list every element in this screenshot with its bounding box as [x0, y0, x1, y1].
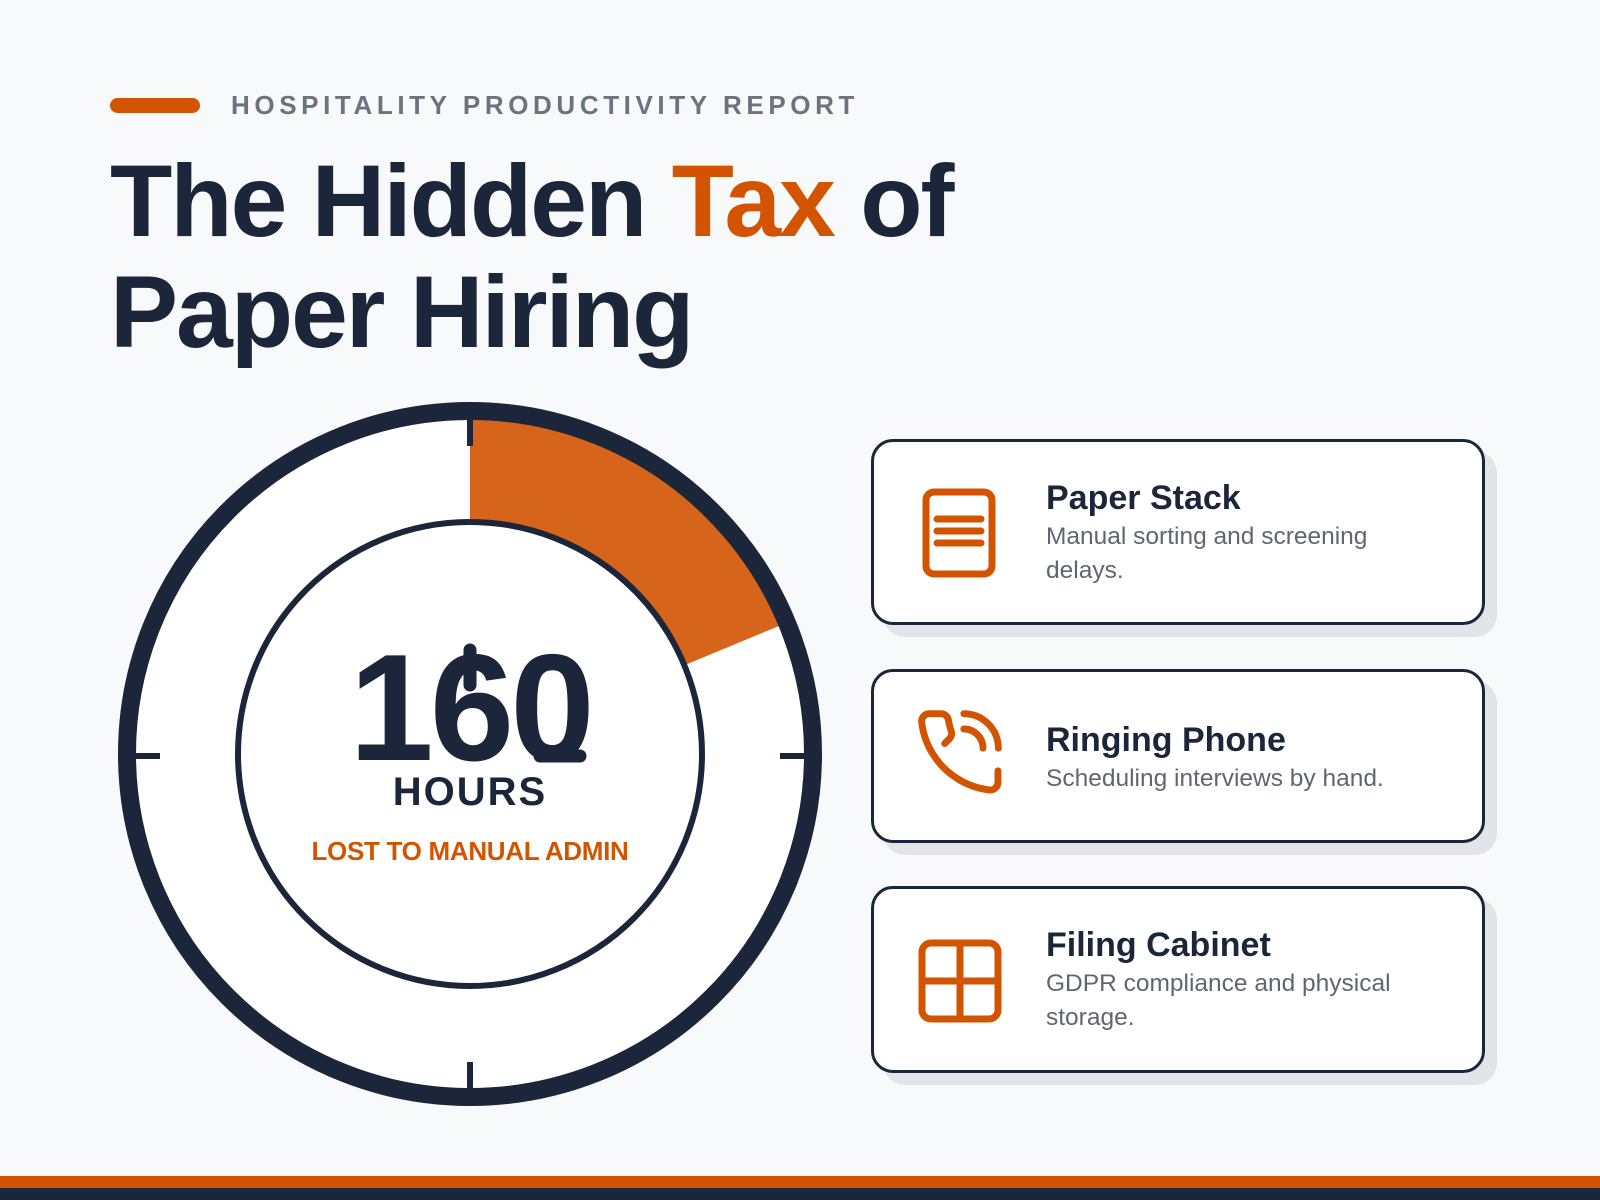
card-title: Ringing Phone	[1046, 721, 1286, 759]
card-description-line-2: storage.	[1046, 1004, 1135, 1031]
footer-accent-stripe	[0, 1176, 1600, 1188]
title-line-2: Paper Hiring	[110, 255, 694, 369]
hours-unit: HOURS	[392, 770, 548, 814]
title-part-1: The Hidden	[110, 144, 672, 258]
hours-value: 160	[349, 623, 595, 793]
card-description: Manual sorting and screening delays.	[1046, 520, 1452, 588]
card-description: GDPR compliance and physical storage.	[1046, 967, 1452, 1035]
report-eyebrow: HOSPITALITY PRODUCTIVITY REPORT	[231, 90, 859, 120]
title-part-2: of	[833, 144, 954, 258]
card-description: Scheduling interviews by hand.	[1046, 762, 1452, 796]
card-description-line-1: Manual sorting and screening	[1046, 523, 1368, 550]
page-title: The Hidden Tax of Paper Hiring	[110, 144, 954, 369]
card-description-line-1: GDPR compliance and physical	[1046, 970, 1391, 997]
grid-cabinet-icon	[918, 939, 1002, 1023]
clock-highlight-wedge-edge	[469, 406, 792, 625]
card-paper-stack: Paper Stack Manual sorting and screening…	[871, 439, 1485, 625]
card-ringing-phone: Ringing Phone Scheduling interviews by h…	[871, 669, 1485, 843]
card-title: Filing Cabinet	[1046, 926, 1271, 964]
card-description-line-1: Scheduling interviews by hand.	[1046, 765, 1384, 792]
footer-navy-stripe	[0, 1188, 1600, 1200]
document-icon	[922, 488, 996, 578]
card-title: Paper Stack	[1046, 479, 1241, 517]
eyebrow-accent-bar	[110, 98, 200, 113]
title-accent-word: Tax	[671, 144, 836, 258]
phone-call-icon	[918, 710, 1002, 794]
card-filing-cabinet: Filing Cabinet GDPR compliance and physi…	[871, 886, 1485, 1073]
hours-caption: LOST TO MANUAL ADMIN	[311, 836, 629, 866]
card-description-line-2: delays.	[1046, 557, 1124, 584]
